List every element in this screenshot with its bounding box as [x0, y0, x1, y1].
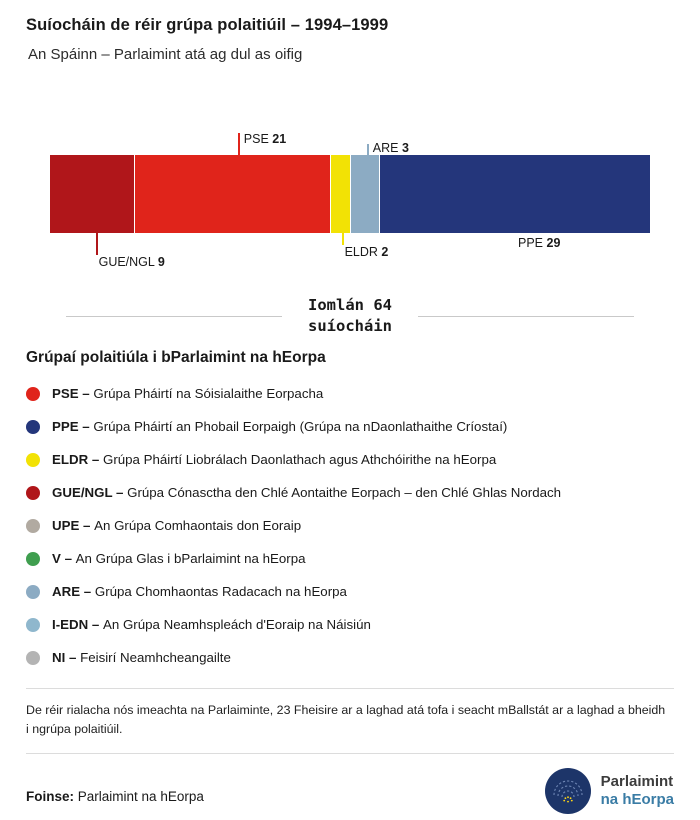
- legend-dot-gue-ngl: [26, 485, 40, 500]
- footnote-text: De réir rialacha nós imeachta na Parlaim…: [26, 703, 666, 737]
- legend-label: PSE – Grúpa Pháirtí na Sóisialaithe Eorp…: [52, 386, 324, 401]
- total-rule-left: [66, 315, 282, 317]
- legend-dot-upe: [26, 518, 40, 533]
- legend-dot-ppe: [26, 419, 40, 434]
- legend-label: PPE – Grúpa Pháirtí an Phobail Eorpaigh …: [52, 419, 508, 434]
- legend-label: UPE – An Grúpa Comhaontais don Eoraip: [52, 518, 302, 533]
- callout-label-are: ARE 3: [372, 141, 409, 155]
- legend-item-pse: PSE – Grúpa Pháirtí na Sóisialaithe Eorp…: [26, 377, 674, 410]
- legend-dot-are: [26, 584, 40, 599]
- callouts-below: GUE/NGL 9 ELDR 2 PPE 29: [50, 233, 650, 287]
- callout-tick-eldr: [341, 233, 344, 245]
- legend-label: GUE/NGL – Grúpa Cónasctha den Chlé Aonta…: [52, 485, 562, 500]
- legend-heading: Grúpaí polaitiúla i bParlaimint na hEorp…: [26, 349, 326, 366]
- source-line: Foinse: Parlaimint na hEorpa: [26, 789, 204, 814]
- stacked-bar: [50, 155, 650, 233]
- bar-segment-ppe[interactable]: [378, 155, 650, 233]
- legend-item-gue-ngl: GUE/NGL – Grúpa Cónasctha den Chlé Aonta…: [26, 476, 674, 509]
- bar-segment-pse[interactable]: [133, 155, 331, 233]
- callout-label-ppe: PPE 29: [518, 236, 561, 250]
- legend-label: ARE – Grúpa Chomhaontas Radacach na hEor…: [52, 584, 347, 599]
- legend-label: I-EDN – An Grúpa Neamhspleách d'Eoraip n…: [52, 617, 371, 632]
- legend-dot-ni: [26, 650, 40, 665]
- total-seats-label: Iomlán 64 suíocháin: [308, 296, 392, 335]
- legend-list: PSE – Grúpa Pháirtí na Sóisialaithe Eorp…: [0, 377, 700, 674]
- legend-item-v: V – An Grúpa Glas i bParlaimint na hEorp…: [26, 542, 674, 575]
- callouts-above: PSE 21 ARE 3: [50, 97, 650, 155]
- legend-item-ni: NI – Feisirí Neamhcheangailte: [26, 641, 674, 674]
- callout-label-pse: PSE 21: [243, 132, 287, 146]
- legend-item-upe: UPE – An Grúpa Comhaontais don Eoraip: [26, 509, 674, 542]
- footnote-block: De réir rialacha nós imeachta na Parlaim…: [26, 688, 674, 755]
- callout-tick-gue-ngl: [95, 233, 98, 255]
- callout-tick-are: [366, 144, 369, 155]
- callout-tick-pse: [237, 133, 240, 155]
- legend-dot-i-edn: [26, 617, 40, 632]
- total-rule-right: [418, 315, 634, 317]
- page-subtitle: An Spáinn – Parlaimint atá ag dul as oif…: [28, 46, 303, 63]
- legend-label: ELDR – Grúpa Pháirtí Liobrálach Daonlath…: [52, 452, 497, 467]
- legend-dot-v: [26, 551, 40, 566]
- source-text: Parlaimint na hEorpa: [77, 789, 204, 805]
- bar-segment-eldr[interactable]: [330, 155, 350, 233]
- callout-label-eldr: ELDR 2: [344, 245, 389, 259]
- bar-segment-gue-ngl[interactable]: [50, 155, 134, 233]
- page-title: Suíocháin de réir grúpa polaitiúil – 199…: [26, 16, 389, 34]
- legend-label: NI – Feisirí Neamhcheangailte: [52, 650, 231, 665]
- legend-item-are: ARE – Grúpa Chomhaontas Radacach na hEor…: [26, 575, 674, 608]
- logo-wordmark: Parlaimint na hEorpa: [600, 773, 674, 809]
- seats-chart: PSE 21 ARE 3 GUE/NGL 9 ELDR 2 PPE 29: [50, 97, 650, 287]
- bar-segment-are[interactable]: [350, 155, 379, 233]
- footer: Foinse: Parlaimint na hEorpa: [26, 754, 674, 815]
- legend-dot-eldr: [26, 452, 40, 467]
- parliament-hemicycle-icon: [544, 768, 591, 815]
- total-row: Iomlán 64 suíocháin: [66, 295, 634, 337]
- legend-item-eldr: ELDR – Grúpa Pháirtí Liobrálach Daonlath…: [26, 443, 674, 476]
- legend-label: V – An Grúpa Glas i bParlaimint na hEorp…: [52, 551, 306, 566]
- source-label: Foinse:: [26, 789, 75, 805]
- european-parliament-logo: Parlaimint na hEorpa: [544, 768, 674, 815]
- legend-dot-pse: [26, 386, 40, 401]
- callout-label-gue-ngl: GUE/NGL 9: [98, 255, 165, 269]
- legend-item-i-edn: I-EDN – An Grúpa Neamhspleách d'Eoraip n…: [26, 608, 674, 641]
- legend-item-ppe: PPE – Grúpa Pháirtí an Phobail Eorpaigh …: [26, 410, 674, 443]
